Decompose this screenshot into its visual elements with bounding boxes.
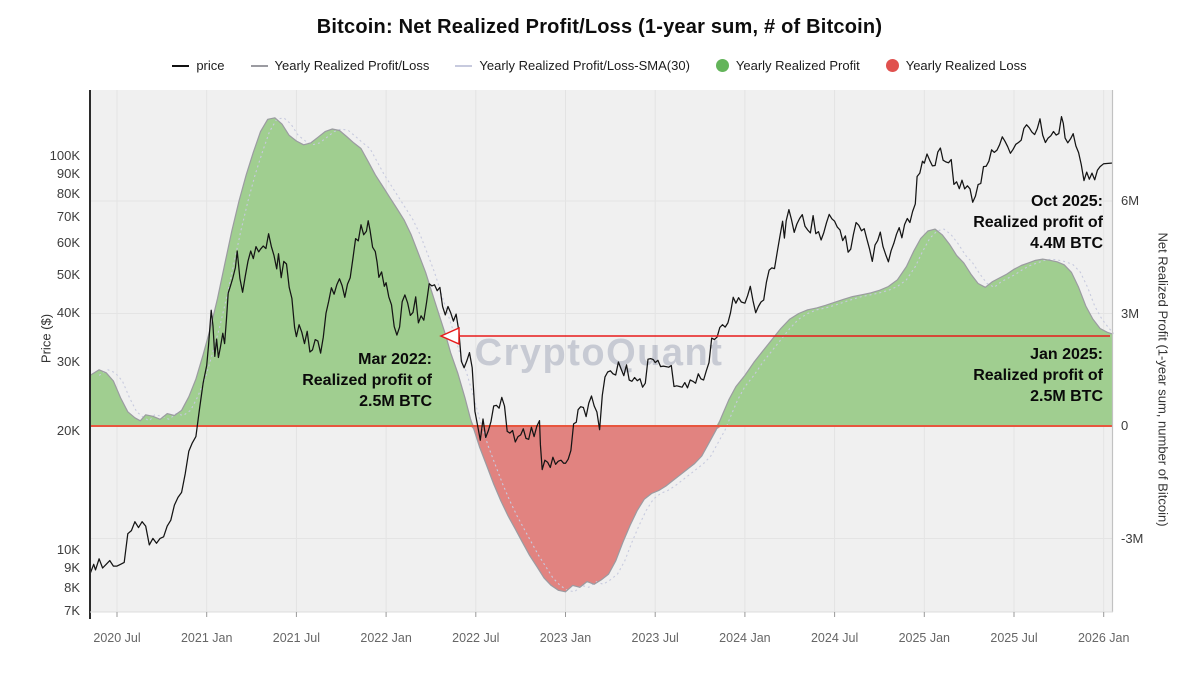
loss-area bbox=[90, 426, 1113, 592]
x-tick-label: 2022 Jul bbox=[452, 631, 500, 645]
legend-item-4[interactable]: Yearly Realized Loss bbox=[885, 58, 1027, 73]
annotation-line: Realized profit of bbox=[973, 214, 1103, 231]
x-tick-label: 2021 Jan bbox=[180, 631, 233, 645]
price-tick-label: 20K bbox=[56, 423, 80, 439]
legend-dot-icon bbox=[885, 59, 899, 72]
legend-label: Yearly Realized Profit/Loss bbox=[274, 58, 430, 73]
price-tick-label: 80K bbox=[56, 186, 80, 202]
x-tick-label: 2022 Jan bbox=[360, 631, 412, 645]
comparison-arrow-head bbox=[439, 326, 460, 346]
x-tick-label: 2025 Jul bbox=[990, 631, 1038, 645]
x-tick-label: 2024 Jul bbox=[810, 631, 859, 645]
annotation-line: Realized profit of bbox=[302, 372, 432, 389]
price-tick-label: 50K bbox=[56, 266, 80, 282]
annotation-oct-2025: Oct 2025: Realized profit of 4.4M BTC bbox=[973, 191, 1103, 254]
x-tick-label: 2023 Jan bbox=[539, 631, 592, 645]
price-tick-label: 7K bbox=[64, 603, 80, 619]
price-axis-title: Price ($) bbox=[38, 313, 54, 364]
price-tick-label: 70K bbox=[56, 209, 80, 225]
legend-line-icon bbox=[250, 64, 268, 67]
page-title: Bitcoin: Net Realized Profit/Loss (1-yea… bbox=[316, 16, 883, 38]
value-tick-label: 6M bbox=[1121, 193, 1140, 208]
value-axis-title: Net Realized Profit (1-year sum, number … bbox=[1155, 232, 1171, 527]
legend-label: Yearly Realized Profit bbox=[735, 58, 860, 73]
price-tick-label: 8K bbox=[64, 580, 80, 596]
annotation-line: 4.4M BTC bbox=[1030, 235, 1103, 252]
profit-loss-line bbox=[89, 117, 1113, 593]
annotation-jan-2025: Jan 2025: Realized profit of 2.5M BTC bbox=[973, 344, 1103, 407]
x-tick-label: 2026 Jan bbox=[1077, 631, 1130, 645]
annotation-line: Mar 2022: bbox=[358, 351, 432, 368]
x-tick-label: 2025 Jan bbox=[898, 631, 951, 645]
x-tick-label: 2024 Jan bbox=[719, 631, 771, 645]
legend-item-3[interactable]: Yearly Realized Profit bbox=[715, 58, 860, 73]
x-tick-label: 2021 Jul bbox=[272, 631, 321, 645]
legend-item-2[interactable]: Yearly Realized Profit/Loss-SMA(30) bbox=[455, 58, 690, 73]
value-tick-label: 0 bbox=[1121, 418, 1129, 433]
annotation-line: 2.5M BTC bbox=[1030, 388, 1103, 405]
price-tick-label: 60K bbox=[56, 235, 80, 251]
price-tick-label: 40K bbox=[56, 304, 80, 320]
value-tick-label: 3M bbox=[1121, 305, 1140, 321]
watermark: CryptoQuant bbox=[475, 332, 724, 374]
price-tick-label: 10K bbox=[56, 542, 80, 557]
annotation-line: 2.5M BTC bbox=[359, 393, 432, 410]
price-tick-label: 100K bbox=[49, 148, 80, 163]
annotation-line: Realized profit of bbox=[973, 367, 1103, 384]
value-tick-label: -3M bbox=[1121, 530, 1144, 546]
legend-line-icon bbox=[172, 64, 190, 67]
legend: price Yearly Realized Profit/Loss Yearly R… bbox=[0, 58, 1199, 73]
x-tick-label: 2023 Jul bbox=[631, 631, 679, 645]
price-tick-label: 30K bbox=[56, 354, 80, 369]
legend-label: price bbox=[196, 58, 225, 73]
legend-dot-icon bbox=[715, 59, 729, 72]
legend-label: Yearly Realized Profit/Loss-SMA(30) bbox=[479, 58, 690, 73]
legend-item-1[interactable]: Yearly Realized Profit/Loss bbox=[250, 58, 430, 73]
x-tick-label: 2020 Jul bbox=[93, 631, 141, 645]
annotation-line: Oct 2025: bbox=[1030, 193, 1103, 210]
annotation-line: Jan 2025: bbox=[1030, 346, 1103, 363]
price-tick-label: 90K bbox=[56, 166, 80, 182]
profit-area bbox=[90, 117, 1113, 427]
legend-line-icon bbox=[455, 64, 473, 67]
legend-label: Yearly Realized Loss bbox=[905, 58, 1027, 73]
annotation-mar-2022: Mar 2022: Realized profit of 2.5M BTC bbox=[302, 349, 432, 412]
price-tick-label: 9K bbox=[64, 560, 80, 576]
legend-item-0[interactable]: price bbox=[172, 58, 225, 73]
sma-line bbox=[98, 117, 1114, 593]
price-line bbox=[89, 115, 1113, 575]
